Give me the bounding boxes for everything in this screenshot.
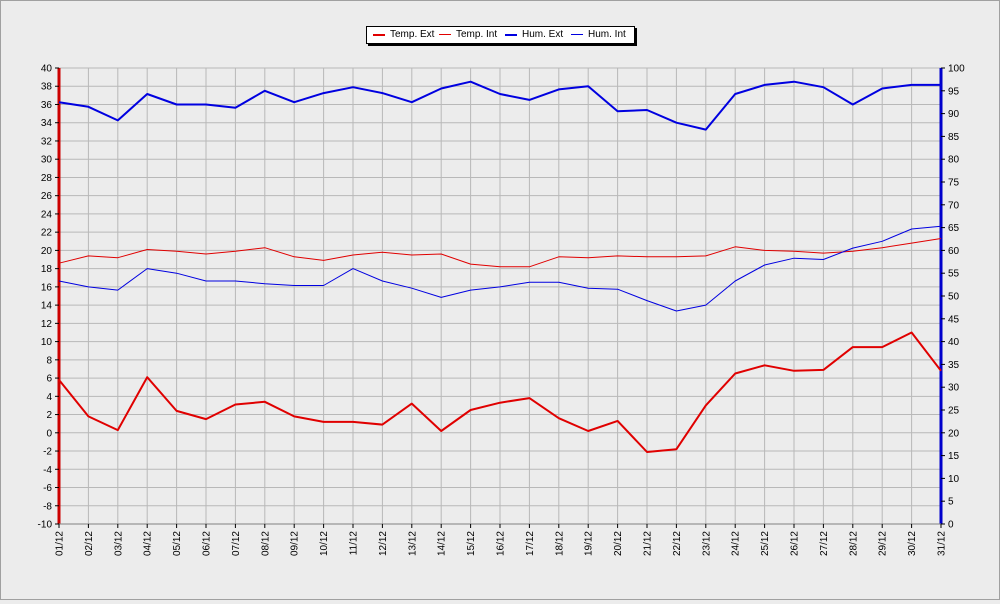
left-axis-tick-label: 32 [41,136,53,147]
right-axis-tick-label: 85 [948,132,960,143]
right-axis-tick-label: 0 [948,520,954,531]
legend-label-temp-int: Temp. Int [456,29,498,40]
left-axis-tick-label: 36 [41,100,53,111]
left-axis-tick-label: 18 [41,264,53,275]
left-axis-tick-label: 28 [41,173,53,184]
x-axis-tick-label: 25/12 [760,531,771,556]
x-axis-tick-label: 01/12 [55,531,66,556]
x-axis-tick-label: 15/12 [466,531,477,556]
series-line-hum-ext [58,80,941,131]
right-axis-tick-label: 55 [948,269,960,280]
x-axis-tick-label: 16/12 [496,531,507,556]
right-axis-tick-label: 40 [948,337,960,348]
right-axis-tick-label: 50 [948,292,960,303]
x-axis-tick-label: 27/12 [819,531,830,556]
left-axis-tick-label: -10 [38,520,53,531]
series-line-temp-ext [58,331,942,453]
right-axis-tick-label: 90 [948,109,960,120]
left-axis-tick-label: 12 [41,319,53,330]
x-axis-tick-label: 13/12 [407,531,418,556]
right-axis-tick-label: 70 [948,200,960,211]
right-axis-tick-label: 100 [948,64,965,75]
legend-swatch-hum-int [571,34,583,35]
right-axis-tick-label: 75 [948,178,960,189]
x-axis-tick-label: 28/12 [848,531,859,556]
x-axis-tick-label: 29/12 [878,531,889,556]
legend-label-temp-ext: Temp. Ext [390,29,435,40]
left-axis-tick-labels: -10-8-6-4-202468101214161820222426283032… [38,64,59,531]
x-axis-tick-label: 17/12 [525,531,536,556]
x-axis-tick-label: 19/12 [584,531,595,556]
right-axis-tick-label: 15 [948,451,960,462]
grid-lines [58,67,942,525]
x-axis-tick-label: 22/12 [672,531,683,556]
left-axis-tick-label: 26 [41,191,53,202]
chart-legend: Temp. Ext Temp. Int Hum. Ext Hum. Int [366,26,635,44]
x-axis-tick-label: 26/12 [790,531,801,556]
right-axis-tick-label: 10 [948,474,960,485]
right-axis-tick-label: 95 [948,86,960,97]
x-axis-tick-label: 08/12 [260,531,271,556]
legend-label-hum-ext: Hum. Ext [522,29,564,40]
legend-swatch-hum-ext [505,34,517,36]
x-axis-tick-label: 10/12 [319,531,330,556]
left-axis-tick-label: 10 [41,337,53,348]
left-axis-tick-label: -4 [43,465,52,476]
legend-swatch-temp-ext [373,34,385,36]
x-axis-tick-label: 06/12 [202,531,213,556]
x-axis-tick-label: 24/12 [731,531,742,556]
left-axis-tick-label: 30 [41,155,53,166]
left-axis-tick-label: 6 [46,374,52,385]
legend-swatch-temp-int [439,34,451,35]
x-axis-tick-label: 31/12 [937,531,948,556]
right-axis-tick-label: 25 [948,406,960,417]
x-axis-tick-label: 20/12 [613,531,624,556]
left-axis-tick-label: 14 [41,301,53,312]
right-axis-tick-label: 30 [948,383,960,394]
x-axis-tick-label: 07/12 [231,531,242,556]
left-axis-tick-label: 22 [41,228,53,239]
left-axis-tick-label: -2 [43,447,52,458]
left-axis-tick-label: 40 [41,64,53,75]
x-axis-tick-label: 12/12 [378,531,389,556]
x-axis-tick-label: 14/12 [437,531,448,556]
left-axis-tick-label: -6 [43,483,52,494]
x-axis-tick-label: 02/12 [84,531,95,556]
x-axis-tick-label: 04/12 [143,531,154,556]
left-axis-tick-label: 16 [41,282,53,293]
x-axis-tick-label: 21/12 [643,531,654,556]
right-axis-tick-label: 60 [948,246,960,257]
x-axis-tick-label: 09/12 [290,531,301,556]
left-axis-tick-label: 8 [46,355,52,366]
left-axis-tick-label: 2 [46,410,52,421]
left-axis-tick-label: 4 [46,392,52,403]
left-axis-tick-label: 38 [41,82,53,93]
right-axis-tick-labels: 0 5 10 15 20 25 30 35 40 45 50 55 60 65 70 75 80 85 90 95 10… [941,64,965,531]
right-axis-tick-label: 20 [948,428,960,439]
series-line-temp-int [58,238,942,268]
x-axis-tick-label: 03/12 [113,531,124,556]
right-axis-tick-label: 45 [948,314,960,325]
x-axis-tick-labels: 01/12 02/12 03/12 04/12 05/12 06/12 07/12 08/12… [55,524,948,556]
x-axis-tick-label: 30/12 [907,531,918,556]
series-lines [58,80,942,453]
right-axis-tick-label: 80 [948,155,960,166]
x-axis-tick-label: 23/12 [701,531,712,556]
x-axis-tick-label: 18/12 [554,531,565,556]
x-axis-tick-label: 05/12 [172,531,183,556]
left-axis-tick-label: -8 [43,501,52,512]
right-axis-tick-label: 35 [948,360,960,371]
series-line-hum-int [58,225,942,312]
left-axis-tick-label: 34 [41,118,53,129]
right-axis-tick-label: 5 [948,497,954,508]
right-axis-tick-label: 65 [948,223,960,234]
legend-label-hum-int: Hum. Int [588,29,626,40]
left-axis-tick-label: 24 [41,209,53,220]
left-axis-tick-label: 20 [41,246,53,257]
x-axis-tick-label: 11/12 [349,531,360,556]
left-axis-tick-label: 0 [46,428,52,439]
